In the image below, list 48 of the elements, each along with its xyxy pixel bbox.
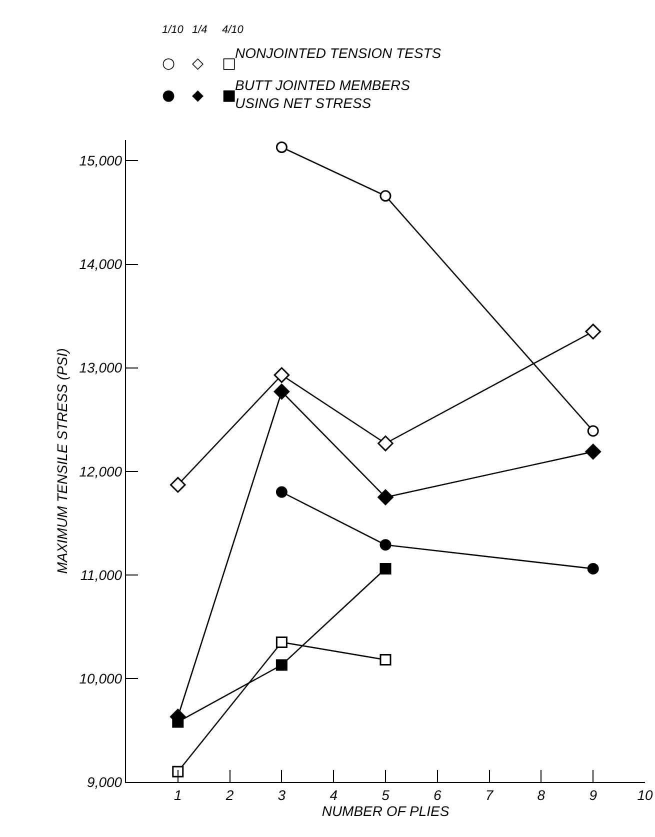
text: BUTT JOINTED MEMBERS USING NET STRESS [235,77,411,112]
text: 4/10 [222,24,244,36]
point [276,636,288,648]
point [585,324,601,340]
point [172,766,184,778]
point [276,659,288,671]
point [378,489,394,506]
x-tick-label: 7 [485,786,494,803]
x-tick-label: 10 [637,786,653,803]
text: ● [162,86,176,104]
y-tick-label: 15,000 [79,152,122,169]
point [274,367,290,383]
text: NONJOINTED TENSION TESTS [235,45,442,61]
point [274,384,290,400]
text: □ [222,54,236,72]
y-tick-label: 10,000 [79,670,122,686]
point [585,444,601,460]
text: ◇ [192,54,204,72]
point [380,539,392,551]
text: ◆ [192,86,204,104]
point [587,425,599,437]
point [587,562,599,574]
text: ■ [222,86,236,104]
point [276,142,288,153]
point [380,190,392,202]
point [378,436,394,452]
x-tick-label: 4 [330,786,338,803]
text: 1/10 [162,24,184,36]
text: 1/4 [192,24,208,36]
point [276,486,288,498]
x-axis-title: NUMBER OF PLIES [322,803,450,820]
x-tick-label: 2 [224,786,234,803]
text: ○ [162,54,176,72]
x-tick-label: 3 [278,786,286,803]
y-tick-label: 13,000 [79,360,122,376]
x-tick-label: 6 [434,786,442,803]
x-tick-label: 5 [382,786,390,803]
y-tick-label: 11,000 [80,566,122,583]
x-tick-label: 8 [537,786,546,803]
point [380,654,392,666]
x-tick-label: 9 [589,786,598,803]
y-tick-label: 9,000 [87,774,122,790]
point [170,476,186,493]
y-tick-label: 14,000 [79,256,122,272]
point [380,562,392,574]
x-tick-label: 1 [174,786,182,803]
y-axis-title: MAXIMUM TENSILE STRESS (PSI) [54,348,70,574]
y-tick-label: 12,000 [79,463,122,480]
